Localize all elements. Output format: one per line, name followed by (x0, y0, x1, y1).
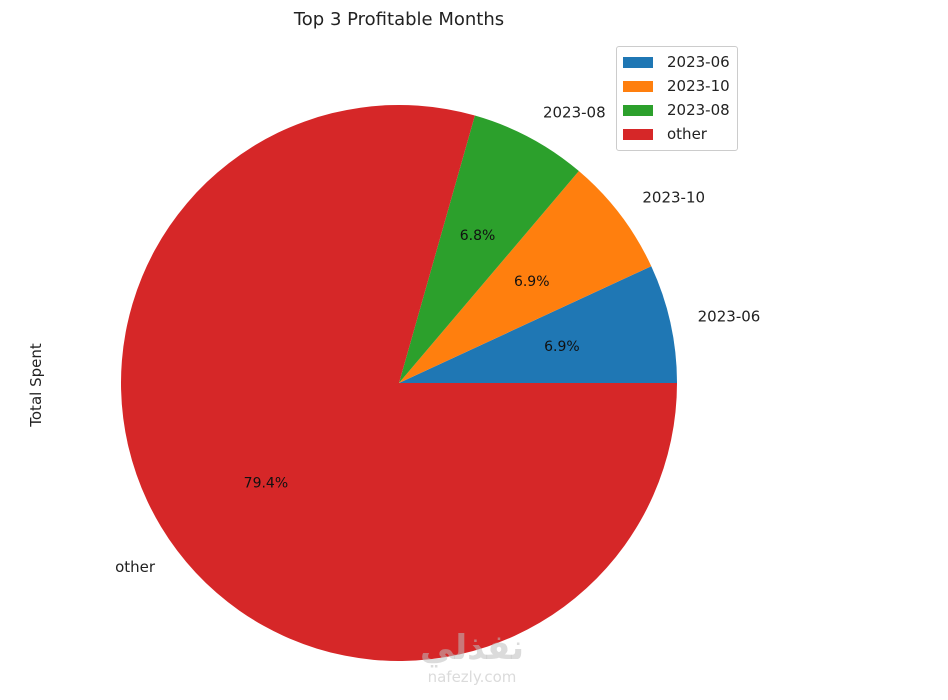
chart-title: Top 3 Profitable Months (293, 9, 505, 30)
watermark-logo: نفذلي nafezly.com (392, 628, 552, 686)
slice-percent-label: 6.8% (460, 228, 496, 244)
y-axis-label: Total Spent (27, 343, 45, 427)
legend-label: 2023-06 (667, 53, 730, 71)
legend-item: other (617, 122, 737, 146)
watermark-main: نفذلي (419, 628, 525, 668)
slice-percent-label: 79.4% (244, 476, 288, 492)
slice-label: 2023-08 (543, 104, 606, 122)
pie-slice-2023-06 (399, 266, 677, 383)
legend-item: 2023-10 (617, 74, 737, 98)
legend-label: 2023-08 (667, 101, 730, 119)
legend-label: other (667, 125, 707, 143)
legend-swatch (623, 128, 653, 140)
slice-label: 2023-06 (698, 308, 761, 326)
legend-item: 2023-08 (617, 98, 737, 122)
legend-swatch (623, 80, 653, 92)
legend-swatch (623, 56, 653, 68)
slice-percent-label: 6.9% (544, 339, 580, 355)
legend-swatch (623, 104, 653, 116)
slice-label: other (115, 558, 156, 576)
pie-slice-2023-08 (399, 115, 579, 383)
legend: 2023-06 2023-10 2023-08 other (616, 46, 738, 151)
pie-slice-2023-10 (399, 171, 652, 383)
slice-label: 2023-10 (642, 188, 705, 206)
slice-percent-label: 6.9% (514, 274, 550, 290)
legend-label: 2023-10 (667, 77, 730, 95)
legend-item: 2023-06 (617, 50, 737, 74)
pie-slice-other (121, 105, 678, 661)
watermark-url: nafezly.com (427, 668, 517, 686)
